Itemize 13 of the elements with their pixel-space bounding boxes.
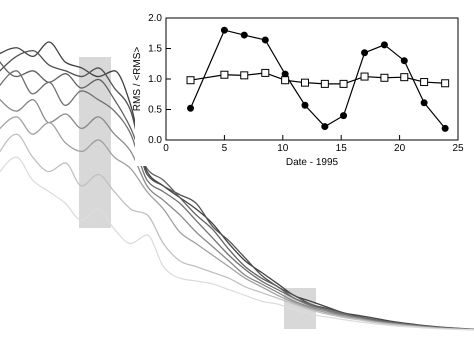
x-tick-label: 20 xyxy=(394,143,406,154)
x-tick-label: 10 xyxy=(277,143,289,154)
y-tick-label: 1.5 xyxy=(148,44,162,55)
x-axis-title: Date - 1995 xyxy=(286,157,339,168)
y-tick-label: 0.5 xyxy=(148,104,162,116)
y-tick-label: 1.0 xyxy=(148,74,162,86)
y-tick-label: 0.0 xyxy=(148,135,162,146)
y-axis-title: RMS / <RMS> xyxy=(132,46,143,112)
x-tick-label: 0 xyxy=(163,143,170,154)
y-tick-label: 2.0 xyxy=(148,13,162,24)
x-tick-label: 15 xyxy=(336,143,348,154)
x-tick-label: 5 xyxy=(222,143,228,154)
x-tick-label: 25 xyxy=(452,143,464,154)
